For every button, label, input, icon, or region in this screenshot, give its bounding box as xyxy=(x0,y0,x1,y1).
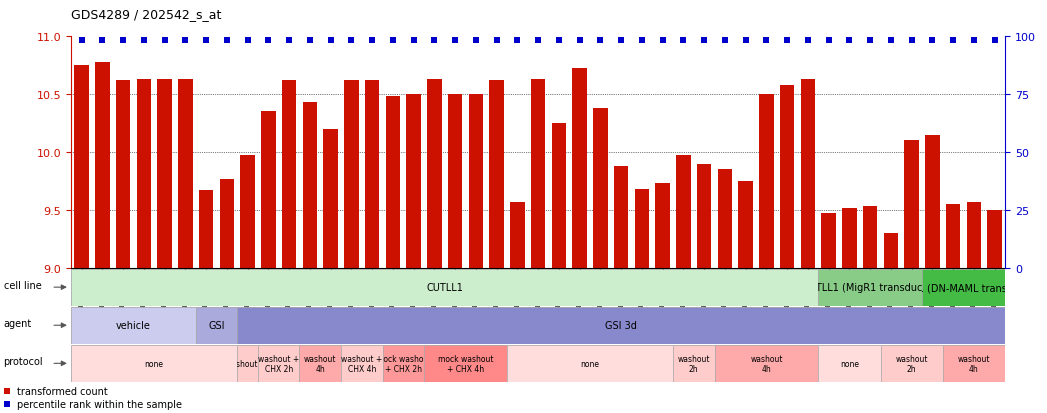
Bar xyxy=(469,95,483,268)
Bar xyxy=(116,81,130,268)
Bar xyxy=(926,135,940,268)
Bar xyxy=(842,208,856,268)
Text: none: none xyxy=(580,359,600,368)
Text: none: none xyxy=(144,359,163,368)
Text: mock washout
+ CHX 4h: mock washout + CHX 4h xyxy=(438,354,493,373)
Bar xyxy=(303,103,317,268)
Text: CUTLL1: CUTLL1 xyxy=(426,282,463,292)
Bar xyxy=(427,80,442,268)
Bar xyxy=(655,184,670,268)
Bar xyxy=(510,202,525,268)
Text: washout +
CHX 4h: washout + CHX 4h xyxy=(341,354,382,373)
Bar xyxy=(324,130,338,268)
Bar xyxy=(406,95,421,268)
Text: percentile rank within the sample: percentile rank within the sample xyxy=(17,399,182,409)
Bar xyxy=(634,190,649,268)
Bar xyxy=(966,202,981,268)
Bar xyxy=(448,95,463,268)
Bar xyxy=(946,204,960,268)
Bar xyxy=(717,170,732,268)
Text: cell line: cell line xyxy=(3,280,41,291)
Text: GSI: GSI xyxy=(208,320,225,330)
Bar xyxy=(241,156,254,268)
Bar xyxy=(822,214,836,268)
Text: mock washout
+ CHX 2h: mock washout + CHX 2h xyxy=(376,354,431,373)
Text: washout
2h: washout 2h xyxy=(677,354,710,373)
Text: protocol: protocol xyxy=(3,356,43,367)
Bar xyxy=(531,80,545,268)
Bar xyxy=(905,141,919,268)
Bar xyxy=(552,124,566,268)
Bar xyxy=(282,81,296,268)
Text: CUTLL1 (DN-MAML transduced): CUTLL1 (DN-MAML transduced) xyxy=(887,282,1041,292)
Bar xyxy=(697,164,712,268)
Text: transformed count: transformed count xyxy=(17,386,108,396)
Text: agent: agent xyxy=(3,318,31,329)
Bar xyxy=(489,81,504,268)
Text: washout
4h: washout 4h xyxy=(751,354,783,373)
Bar xyxy=(987,210,1002,268)
Text: vehicle: vehicle xyxy=(116,320,151,330)
Bar xyxy=(738,181,753,268)
Bar xyxy=(676,156,691,268)
Text: washout 2h: washout 2h xyxy=(225,359,270,368)
Text: washout +
CHX 2h: washout + CHX 2h xyxy=(259,354,299,373)
Bar xyxy=(780,85,795,268)
Bar xyxy=(74,66,89,268)
Bar xyxy=(136,80,151,268)
Bar xyxy=(157,80,172,268)
Text: none: none xyxy=(840,359,859,368)
Text: washout
2h: washout 2h xyxy=(895,354,928,373)
Bar xyxy=(801,80,816,268)
Text: CUTLL1 (MigR1 transduced): CUTLL1 (MigR1 transduced) xyxy=(802,282,938,292)
Bar xyxy=(759,95,774,268)
Bar xyxy=(863,207,877,268)
Bar xyxy=(884,233,898,268)
Text: GSI 3d: GSI 3d xyxy=(605,320,638,330)
Bar xyxy=(594,109,607,268)
Bar xyxy=(95,62,110,268)
Bar xyxy=(344,81,359,268)
Bar xyxy=(614,166,628,268)
Bar xyxy=(573,68,587,268)
Bar xyxy=(220,179,235,268)
Bar xyxy=(199,191,214,268)
Bar xyxy=(385,97,400,268)
Bar xyxy=(364,81,379,268)
Text: washout
4h: washout 4h xyxy=(958,354,990,373)
Bar xyxy=(261,112,275,268)
Text: washout
4h: washout 4h xyxy=(304,354,336,373)
Text: GDS4289 / 202542_s_at: GDS4289 / 202542_s_at xyxy=(71,8,222,21)
Bar xyxy=(178,80,193,268)
